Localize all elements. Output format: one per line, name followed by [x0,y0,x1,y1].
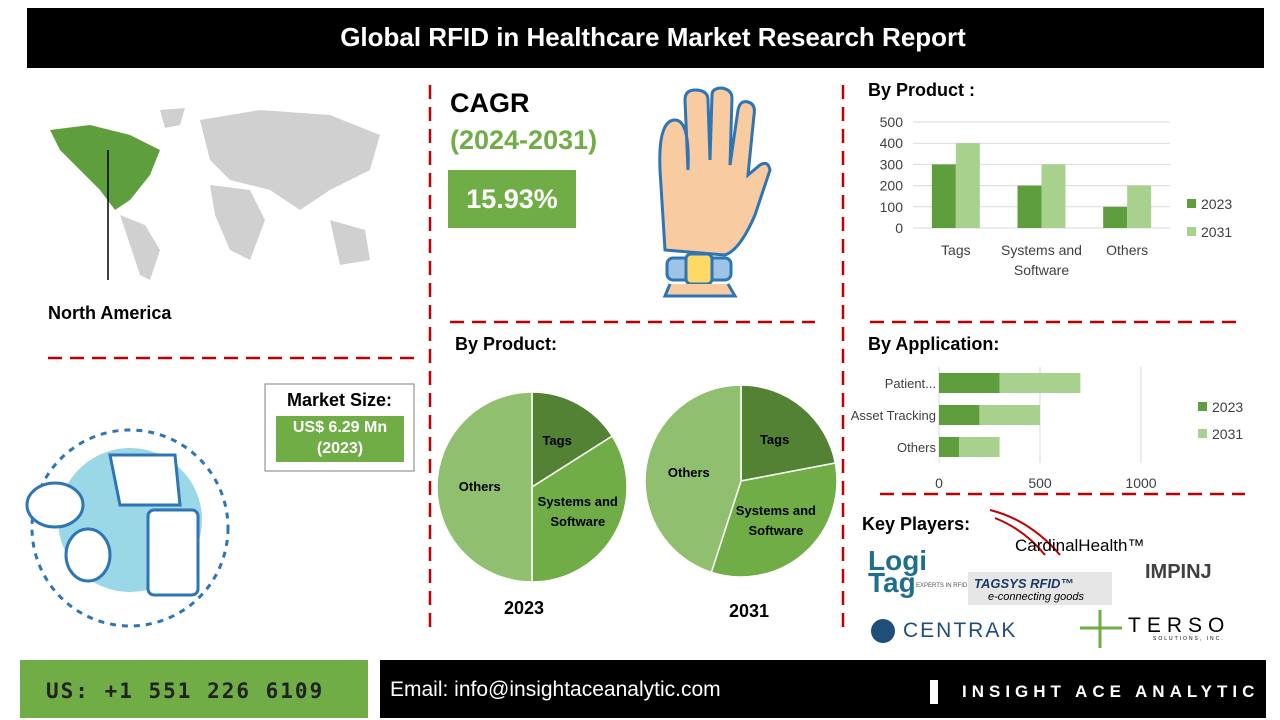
email-bar [380,660,1266,718]
cagr-box [448,170,576,228]
chart-title: By Product: [455,334,558,354]
x-tick-label: Others [1106,242,1149,258]
y-tick-label: 0 [895,220,903,236]
logo-text: CardinalHealth™ [1015,536,1145,555]
market-size-value-box [276,416,404,462]
logo-text: TAGSYS RFID™ [974,576,1074,591]
logo-mark [989,509,1061,556]
slice-label: Tags [542,433,572,449]
cagr-period: (2024-2031) [450,125,598,155]
x-tick-label: 1000 [1125,475,1156,491]
chart-title: By Product : [868,80,976,100]
legend-label: 2031 [1212,426,1243,442]
hand-icon [658,86,772,298]
market-size-year: (2023) [316,440,364,457]
logo-text: EXPERTS IN RFID [916,583,968,589]
y-tick-label: Patient... [885,376,936,391]
slice-label: Tags [759,432,790,448]
y-tick-label: 300 [880,156,904,172]
phone: US: +1 551 226 6109 [46,679,325,703]
slice-label: Others [458,479,501,494]
bar [939,437,960,457]
y-tick-label: 500 [880,114,904,130]
logo-bg [968,572,1112,605]
logo-text: Tag [868,567,916,598]
logo-text: CENTRAK [903,619,1018,642]
pie-caption: 2031 [728,601,770,621]
bar [955,143,980,228]
pie-slice [710,462,838,578]
x-tick-label: Systems and Software [1001,242,1082,278]
pie-slice [436,391,533,583]
y-tick-label: Others [897,440,937,455]
region-label: North America [48,303,172,323]
logo-mark [1080,610,1122,648]
market-size-label: Market Size: [286,390,393,410]
legend-swatch [1198,402,1207,411]
pie-slice [531,435,628,583]
y-tick-label: 200 [880,178,904,194]
key-players-title: Key Players: [862,514,971,534]
market-size-value: US$ 6.29 Mn [292,419,388,436]
phone-bar [20,660,368,718]
pie-slice [644,384,742,574]
email: Email: info@insightaceanalytic.com [390,678,721,701]
world-map [50,108,380,280]
logo-text: IMPINJ [1145,561,1212,583]
legend-swatch [1187,199,1196,208]
slice-label: Systems and Software [735,502,816,538]
logo-text: TERSO [1128,614,1231,637]
bar [979,405,1040,425]
legend-swatch [1198,429,1207,438]
x-tick-label: Tags [941,242,971,258]
pie-caption: 2023 [503,598,545,618]
bar [1041,164,1066,228]
y-tick-label: 400 [880,135,904,151]
slice-label: Others [667,464,710,480]
legend-label: 2023 [1212,399,1243,415]
brand-mark [930,680,938,704]
cagr-label: CAGR [450,88,530,118]
brand: INSIGHT ACE ANALYTIC [962,682,1260,701]
bar [939,405,980,425]
logo-text: Logi [868,545,928,576]
livestock-icon [25,428,230,628]
pie-slice [740,384,837,482]
bar [999,373,1081,393]
legend-label: 2031 [1201,224,1232,240]
bar [939,373,1000,393]
slice-label: Systems and Software [537,494,618,530]
cagr-value: 15.93% [466,184,558,214]
legend-label: 2023 [1201,196,1232,212]
header-bar [27,8,1264,68]
chart-title: By Application: [868,334,1000,354]
y-tick-label: Asset Tracking [851,408,936,423]
title: Global RFID in Healthcare Market Researc… [340,22,966,52]
bar [1103,206,1128,228]
bar [1017,185,1042,228]
bar [959,437,1000,457]
logo-text: e-connecting goods [988,591,1085,603]
y-tick-label: 100 [880,199,904,215]
x-tick-label: 500 [1028,475,1052,491]
bar [931,164,956,228]
logo-text: SOLUTIONS, INC. [1153,636,1225,642]
logo-mark [871,619,895,643]
pie-slice [531,391,614,489]
bar [1127,185,1152,228]
x-tick-label: 0 [935,475,943,491]
legend-swatch [1187,227,1196,236]
